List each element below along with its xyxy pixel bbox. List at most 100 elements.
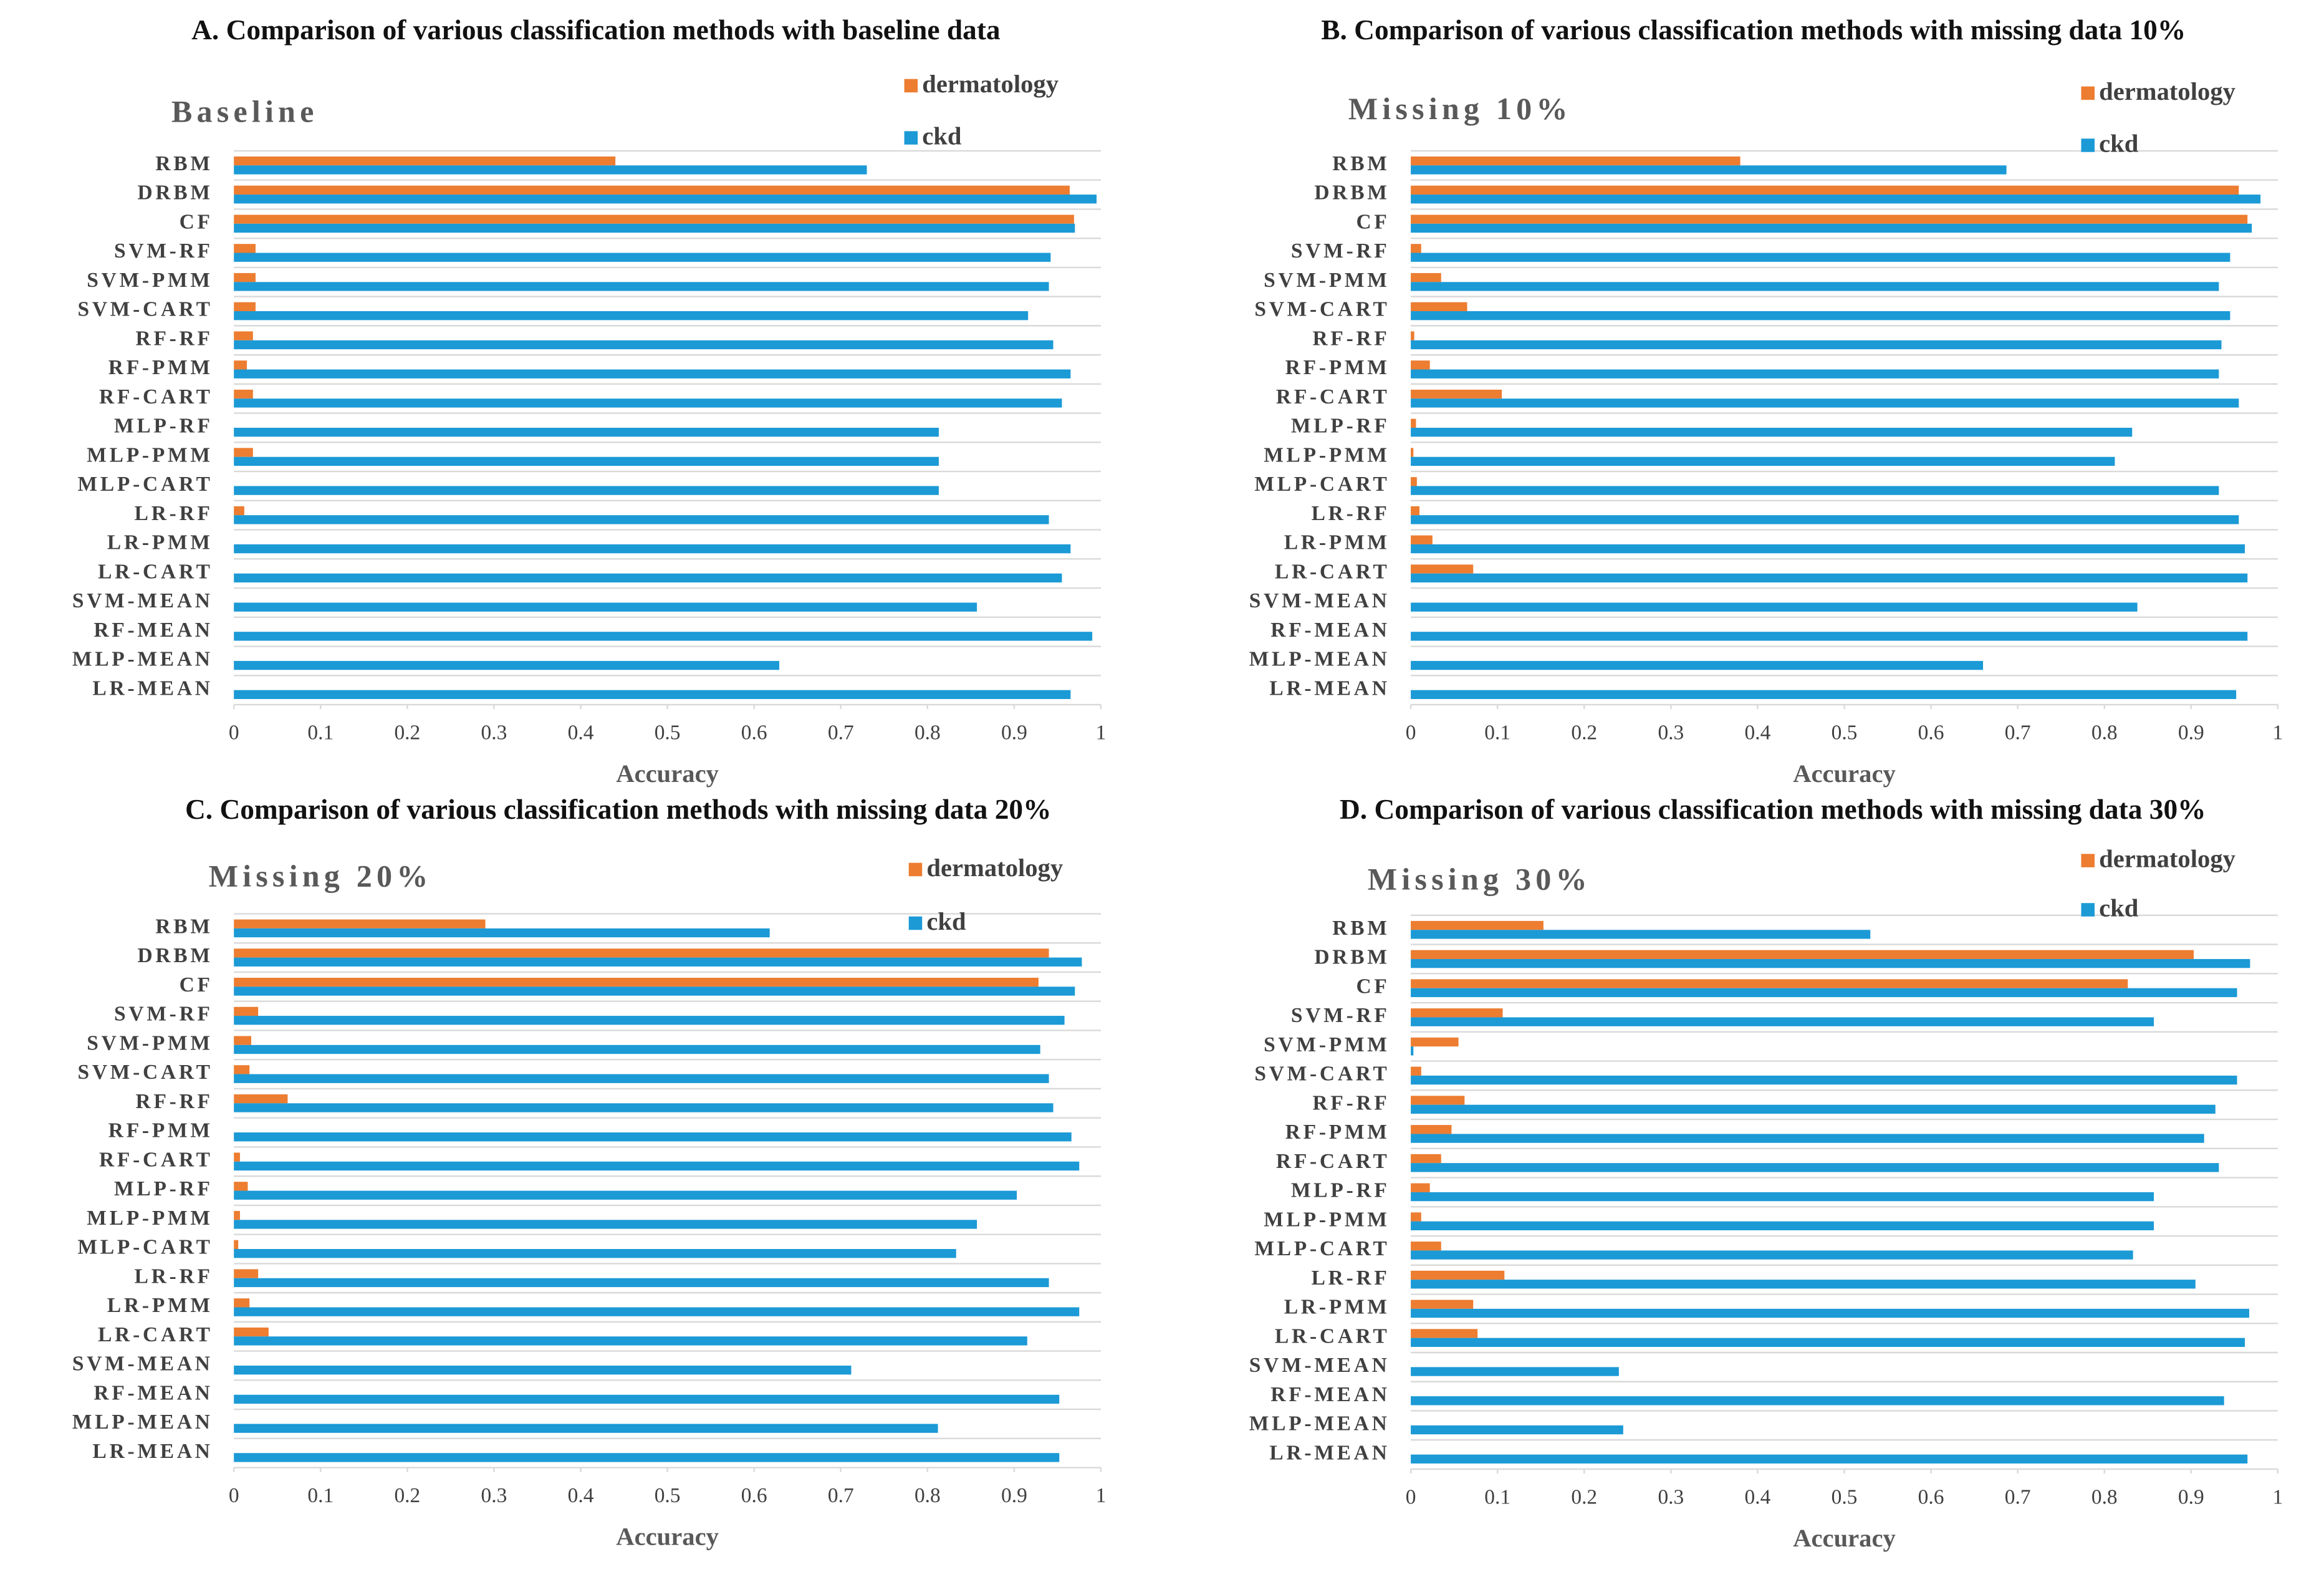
category-label: RF-MEAN <box>94 619 213 642</box>
bar <box>1411 1270 1505 1280</box>
bar <box>234 957 1082 967</box>
bar <box>234 1327 269 1337</box>
legend-swatch <box>908 916 923 930</box>
bar <box>1411 1300 1474 1309</box>
bar <box>1411 1308 2250 1318</box>
category-label: SVM-CART <box>77 298 213 321</box>
category-label: MLP-MEAN <box>1249 648 1390 671</box>
bar <box>234 1210 240 1220</box>
legend-swatch <box>2081 86 2095 100</box>
bar <box>234 253 1051 262</box>
bar <box>234 185 1070 195</box>
category-label: CF <box>1356 975 1390 998</box>
legend-label: dermatology <box>926 854 1063 882</box>
x-tick-label: 0.8 <box>2091 721 2118 745</box>
category-label: MLP-MEAN <box>72 648 213 671</box>
bar <box>1411 369 2219 379</box>
x-tick-label: 0.2 <box>394 1484 420 1507</box>
bar <box>234 1298 250 1308</box>
x-tick-label: 1 <box>1096 1484 1107 1507</box>
legend-swatch <box>904 131 918 145</box>
bar <box>1411 389 1502 399</box>
category-label: SVM-MEAN <box>1249 1354 1390 1377</box>
category-label: SVM-RF <box>1291 239 1390 263</box>
bar <box>234 369 1071 379</box>
category-label: MLP-CART <box>77 1236 213 1259</box>
bar <box>1411 535 1433 544</box>
bar <box>234 1006 259 1016</box>
x-tick-label: 0.2 <box>394 721 420 745</box>
bar <box>1411 602 2138 612</box>
category-label: LR-RF <box>1312 1266 1390 1290</box>
legend-swatch <box>904 79 918 93</box>
bar <box>1411 1154 1441 1164</box>
category-label: MLP-MEAN <box>72 1411 213 1434</box>
bar <box>1411 165 2007 175</box>
bar <box>1411 1046 1414 1056</box>
bar <box>234 311 1029 321</box>
x-tick-label: 0.6 <box>1918 721 1944 745</box>
bar <box>234 448 253 457</box>
x-tick-label: 0.5 <box>655 721 681 745</box>
category-label: MLP-RF <box>1291 1179 1390 1202</box>
bar <box>1411 273 1441 282</box>
bar <box>1411 253 2230 262</box>
legend-label: ckd <box>2099 130 2139 158</box>
category-label: LR-PMM <box>1284 1296 1390 1319</box>
x-tick-label: 0.6 <box>741 721 767 745</box>
bar <box>1411 1338 2245 1347</box>
x-tick-label: 0.3 <box>481 1484 507 1507</box>
bar <box>1411 1396 2224 1406</box>
x-axis-label: Accuracy <box>1793 1524 1896 1552</box>
bar <box>1411 331 1414 340</box>
category-label: RBM <box>155 915 213 938</box>
category-label: SVM-PMM <box>1264 269 1390 292</box>
category-label: MLP-CART <box>1254 473 1390 496</box>
category-label: DRBM <box>137 181 213 205</box>
bar <box>1411 1104 2216 1114</box>
category-label: SVM-RF <box>1291 1004 1390 1027</box>
category-label: LR-CART <box>98 560 213 583</box>
x-tick-label: 0.2 <box>1571 1485 1597 1508</box>
legend-swatch <box>2081 854 2095 867</box>
bar <box>234 1036 252 1045</box>
bar <box>1411 1163 2219 1172</box>
category-label: LR-MEAN <box>1269 677 1390 700</box>
bar <box>1411 979 2128 988</box>
category-label: MLP-PMM <box>87 443 213 466</box>
bar <box>1411 448 1414 457</box>
category-label: RF-PMM <box>1285 356 1390 379</box>
bar <box>234 1240 239 1250</box>
bar <box>234 660 780 670</box>
x-tick-label: 0.9 <box>2178 721 2204 745</box>
category-label: RBM <box>1332 917 1390 940</box>
bar <box>234 1336 1027 1346</box>
bar <box>234 1132 1072 1142</box>
bar <box>234 919 486 928</box>
bar <box>234 1152 240 1162</box>
bar <box>1411 486 2219 495</box>
bar <box>1411 1367 1619 1376</box>
category-label: RF-CART <box>1276 385 1390 408</box>
bar <box>234 1074 1049 1083</box>
bar <box>234 302 256 312</box>
bar <box>1411 418 1416 428</box>
category-label: LR-RF <box>135 1265 213 1288</box>
bar <box>1411 988 2237 998</box>
category-label: SVM-CART <box>77 1061 213 1084</box>
bar <box>1411 215 2248 224</box>
bar <box>1411 1250 2133 1260</box>
bar <box>234 456 939 466</box>
x-tick-label: 0.6 <box>1918 1485 1944 1508</box>
bar <box>1411 690 2237 700</box>
category-label: RF-RF <box>1312 327 1390 350</box>
bar <box>1411 1037 1459 1047</box>
category-label: DRBM <box>137 944 213 967</box>
x-tick-label: 0.3 <box>1658 1485 1684 1508</box>
bar <box>234 360 247 370</box>
category-label: MLP-RF <box>114 415 213 438</box>
x-tick-label: 0.6 <box>741 1484 767 1507</box>
bar <box>234 1161 1080 1171</box>
bar <box>234 986 1075 996</box>
category-label: MLP-RF <box>114 1177 213 1200</box>
